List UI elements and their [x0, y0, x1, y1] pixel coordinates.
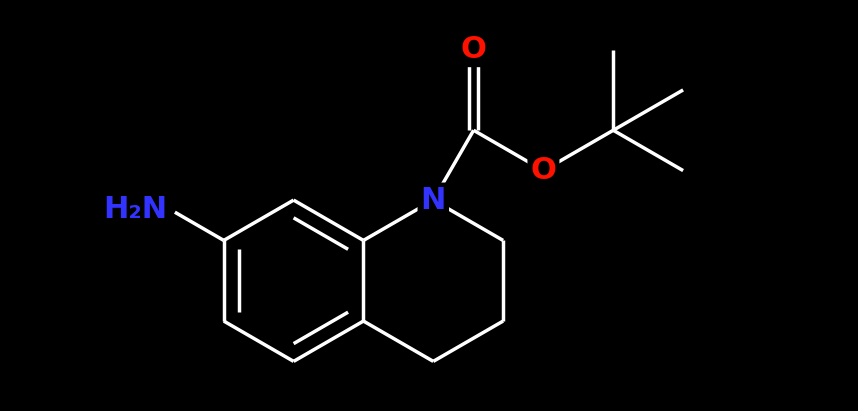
Text: H₂N: H₂N [103, 194, 167, 224]
Text: N: N [420, 186, 446, 215]
Text: O: O [530, 156, 556, 185]
Text: O: O [461, 35, 486, 64]
